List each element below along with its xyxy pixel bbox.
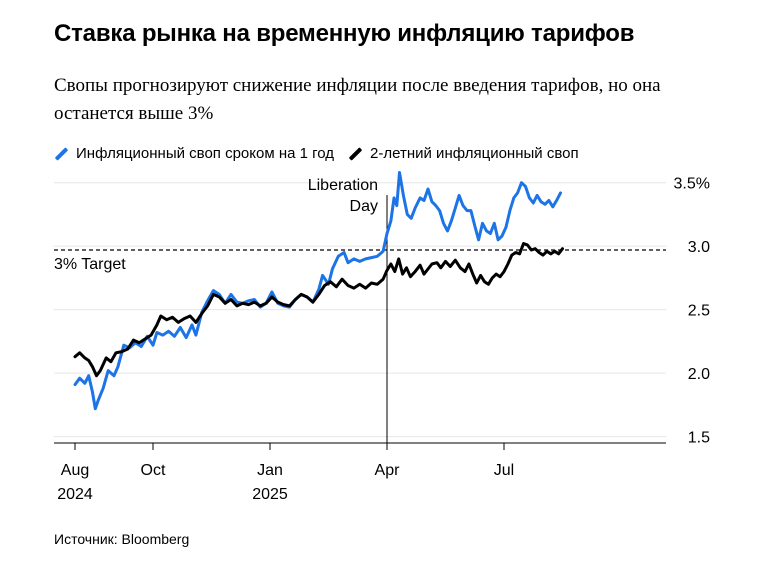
legend-label-1y: Инфляционный своп сроком на 1 год bbox=[76, 145, 335, 162]
chart-subtitle: Свопы прогнозируют снижение инфляции пос… bbox=[54, 75, 661, 124]
liberation-day-label: Day bbox=[350, 198, 378, 215]
legend: Инфляционный своп сроком на 1 год 2-летн… bbox=[54, 145, 593, 162]
x-tick-sublabel: 2024 bbox=[57, 486, 93, 503]
legend-label-2y: 2-летний инфляционный своп bbox=[370, 145, 579, 162]
x-tick-label: Jul bbox=[494, 462, 514, 479]
y-tick-label: 3.5% bbox=[674, 176, 710, 193]
target-label: 3% Target bbox=[54, 256, 126, 273]
chart-title: Ставка рынка на временную инфляцию тариф… bbox=[54, 20, 635, 47]
x-tick-label: Aug bbox=[61, 462, 89, 479]
x-tick-label: Jan bbox=[257, 462, 283, 479]
series-line-2y-swap bbox=[73, 242, 564, 378]
y-tick-label: 3.0 bbox=[688, 239, 710, 256]
legend-item-2y: 2-летний инфляционный своп bbox=[348, 145, 579, 162]
x-tick-sublabel: 2025 bbox=[252, 486, 288, 503]
y-tick-label: 2.5 bbox=[688, 303, 710, 320]
liberation-day-label: Liberation bbox=[308, 177, 378, 194]
x-tick-label: Oct bbox=[141, 462, 166, 479]
x-tick-label: Apr bbox=[375, 462, 401, 479]
y-tick-label: 2.0 bbox=[688, 366, 710, 383]
series-line-1y-swap bbox=[73, 171, 562, 411]
y-tick-label: 1.5 bbox=[688, 430, 710, 447]
legend-item-1y: Инфляционный своп сроком на 1 год bbox=[54, 145, 334, 162]
source-note: Источник: Bloomberg bbox=[54, 531, 190, 547]
